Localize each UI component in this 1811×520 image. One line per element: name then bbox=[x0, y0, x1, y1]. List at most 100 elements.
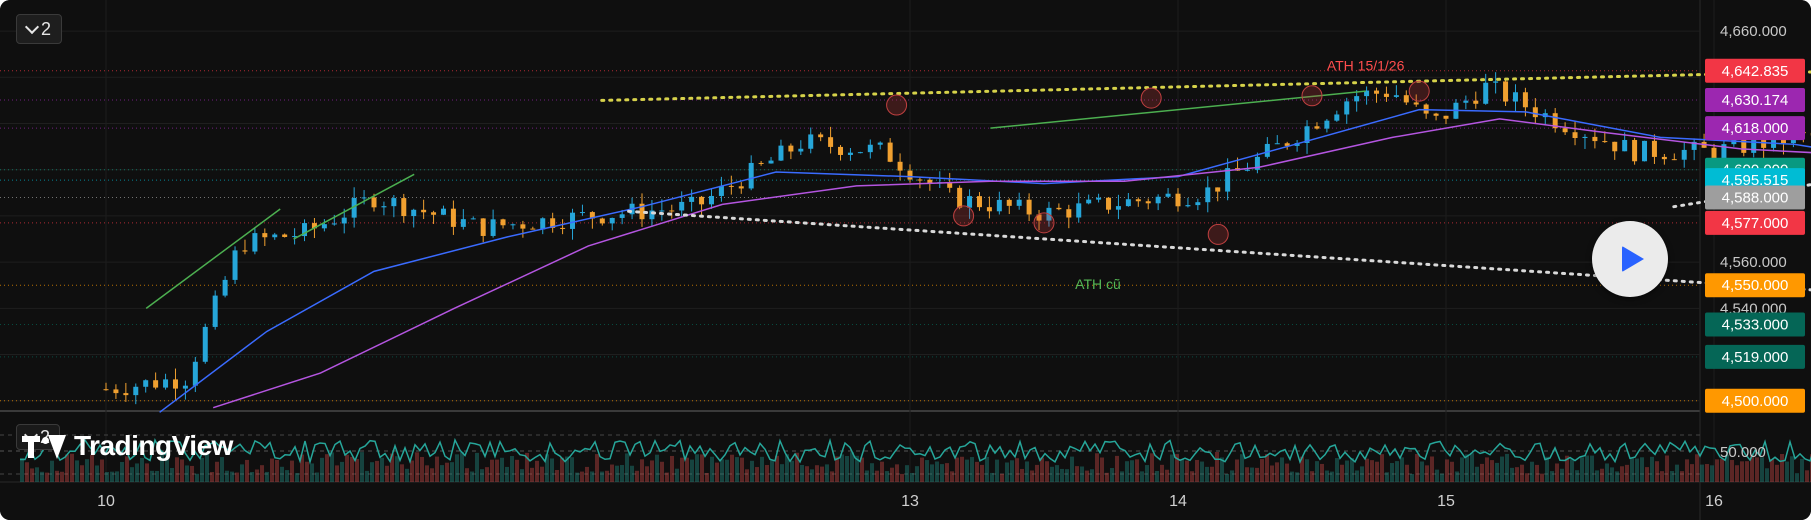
volume-bar bbox=[165, 456, 169, 482]
volume-bar bbox=[560, 457, 564, 482]
volume-bar bbox=[515, 459, 519, 482]
volume-bar bbox=[1220, 457, 1224, 482]
candle-body bbox=[292, 236, 298, 238]
candle-body bbox=[1483, 82, 1489, 104]
candle-body bbox=[192, 361, 198, 386]
volume-bar bbox=[1260, 459, 1264, 482]
candle bbox=[986, 196, 992, 219]
volume-bar bbox=[405, 468, 409, 482]
candle-body bbox=[718, 185, 724, 196]
candle-body bbox=[947, 182, 953, 188]
price-tag-bg bbox=[1705, 273, 1805, 298]
candle bbox=[341, 208, 347, 234]
volume-bar bbox=[450, 462, 454, 482]
volume-bar bbox=[520, 469, 524, 482]
volume-bar bbox=[1345, 460, 1349, 482]
volume-bar bbox=[1700, 464, 1704, 482]
tradingview-logo[interactable]: TradingView bbox=[22, 430, 233, 462]
pivot-marker bbox=[1207, 223, 1229, 245]
collapse-pane-button[interactable]: 2 bbox=[16, 14, 62, 44]
volume-bar bbox=[1630, 458, 1634, 482]
candle-body bbox=[1026, 199, 1032, 215]
volume-bar bbox=[1325, 470, 1329, 482]
volume-bar bbox=[1420, 461, 1424, 482]
volume-bar bbox=[1140, 471, 1144, 482]
play-button[interactable] bbox=[1592, 221, 1668, 297]
volume-bar bbox=[265, 471, 269, 482]
volume-bar bbox=[1145, 465, 1149, 482]
volume-bar bbox=[245, 459, 249, 482]
candle-body bbox=[1215, 187, 1221, 192]
candle-body bbox=[1582, 136, 1588, 139]
volume-bar bbox=[1725, 454, 1729, 482]
candle-body bbox=[1364, 90, 1370, 97]
volume-bar bbox=[295, 473, 299, 482]
candle bbox=[1165, 188, 1171, 198]
candle-body bbox=[272, 234, 278, 238]
volume-bar bbox=[565, 456, 569, 482]
candle-body bbox=[431, 212, 437, 215]
candle-body bbox=[1066, 209, 1072, 218]
volume-bar bbox=[1250, 467, 1254, 482]
candle bbox=[1225, 158, 1231, 201]
volume-bar bbox=[1040, 457, 1044, 482]
candle bbox=[1264, 137, 1270, 159]
price-tag-label: 4,642.835 bbox=[1722, 63, 1789, 80]
candle bbox=[242, 239, 248, 255]
candle-body bbox=[738, 186, 744, 189]
volume-bar bbox=[195, 473, 199, 482]
volume-bar bbox=[1765, 468, 1769, 482]
candle-body bbox=[1642, 140, 1648, 162]
volume-bar bbox=[915, 466, 919, 482]
green-trend-line bbox=[145, 208, 281, 309]
candle bbox=[570, 208, 576, 240]
candle-body bbox=[1185, 205, 1191, 207]
volume-bar bbox=[105, 471, 109, 482]
volume-bar bbox=[1780, 453, 1784, 482]
volume-bar bbox=[635, 470, 639, 482]
price-tag: 4,550.000 bbox=[1705, 273, 1805, 298]
candle-body bbox=[381, 206, 387, 208]
volume-bar bbox=[840, 454, 844, 482]
volume-bar bbox=[980, 464, 984, 482]
candle bbox=[768, 156, 774, 164]
candle bbox=[1106, 197, 1112, 214]
candle bbox=[877, 141, 883, 150]
price-tag-bg bbox=[1705, 185, 1805, 210]
volume-bar bbox=[815, 465, 819, 482]
candle bbox=[619, 209, 625, 225]
volume-bar bbox=[400, 464, 404, 482]
candle-body bbox=[1532, 107, 1538, 118]
candle bbox=[917, 176, 923, 189]
ath-old-label: ATH cũ bbox=[1075, 276, 1121, 292]
volume-bar bbox=[1300, 456, 1304, 482]
candle-body bbox=[778, 145, 784, 161]
volume-bar bbox=[1105, 472, 1109, 482]
volume-bar bbox=[720, 459, 724, 482]
candle bbox=[431, 210, 437, 224]
candle-body bbox=[520, 224, 526, 229]
candle-body bbox=[917, 179, 923, 181]
volume-bar bbox=[1125, 461, 1129, 482]
candle bbox=[282, 233, 288, 238]
candle bbox=[1205, 176, 1211, 213]
pivot-marker bbox=[1301, 85, 1323, 107]
volume-bar bbox=[170, 467, 174, 482]
volume-bar bbox=[1525, 473, 1529, 482]
volume-bar bbox=[1370, 460, 1374, 482]
pivot-marker bbox=[1408, 80, 1430, 102]
volume-bar bbox=[1480, 463, 1484, 482]
volume-bar bbox=[590, 471, 594, 482]
candle-body bbox=[589, 212, 595, 219]
candle-body bbox=[570, 212, 576, 229]
candle bbox=[292, 228, 298, 245]
volume-bar bbox=[1440, 473, 1444, 482]
price-tag: 4,642.835 bbox=[1705, 58, 1805, 83]
volume-bar bbox=[1505, 453, 1509, 482]
candle bbox=[976, 192, 982, 211]
candle bbox=[302, 219, 308, 242]
volume-bar bbox=[50, 460, 54, 482]
candle-body bbox=[242, 250, 248, 252]
volume-bar bbox=[755, 467, 759, 482]
